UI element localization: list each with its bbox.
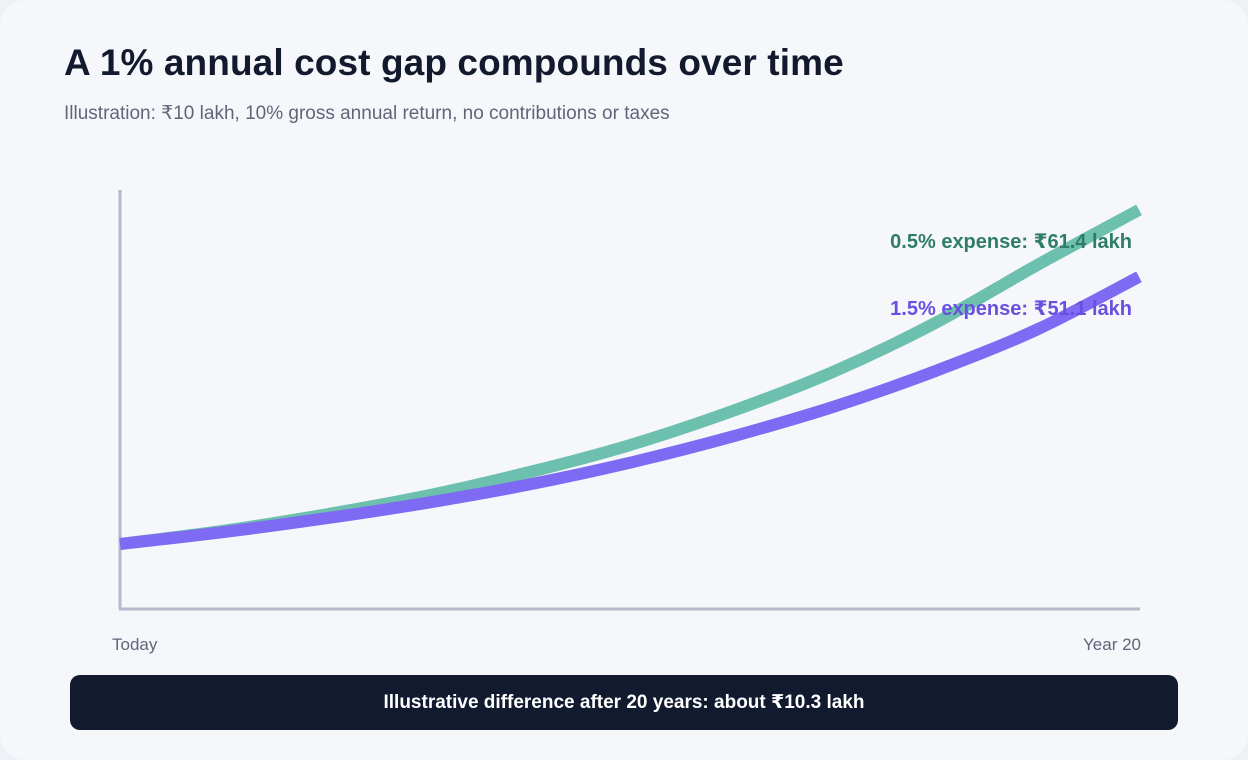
chart-subtitle: Illustration: ₹10 lakh, 10% gross annual… xyxy=(64,103,670,124)
series-label-high-expense: 1.5% expense: ₹51.1 lakh xyxy=(890,298,1132,320)
x-tick-label-year-20: Year 20 xyxy=(1083,635,1141,654)
series-line-high-expense xyxy=(119,271,1142,550)
series-label-layer: 0.5% expense: ₹61.4 lakh 1.5% expense: ₹5… xyxy=(890,231,1132,320)
summary-text: Illustrative difference after 20 years: … xyxy=(383,692,865,713)
summary-banner: Illustrative difference after 20 years: … xyxy=(70,675,1178,730)
x-tick-label-today: Today xyxy=(112,635,158,654)
series-layer xyxy=(119,204,1142,550)
series-label-low-expense: 0.5% expense: ₹61.4 lakh xyxy=(890,231,1132,253)
chart-title: A 1% annual cost gap compounds over time xyxy=(64,42,844,83)
series-line-low-expense xyxy=(119,204,1142,550)
